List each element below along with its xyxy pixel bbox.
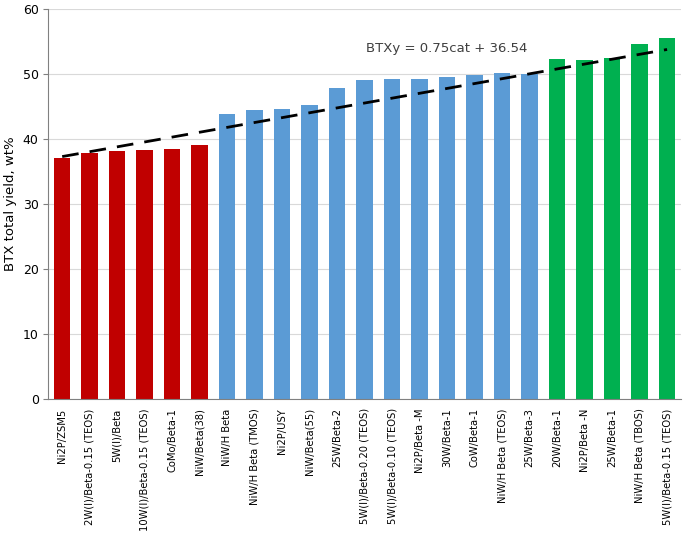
Bar bbox=[521, 74, 538, 399]
Bar bbox=[576, 60, 593, 399]
Bar bbox=[247, 110, 263, 399]
Bar bbox=[301, 105, 318, 399]
Bar bbox=[136, 150, 153, 399]
Bar bbox=[191, 146, 208, 399]
Bar bbox=[164, 149, 180, 399]
Bar bbox=[274, 109, 290, 399]
Bar bbox=[109, 151, 125, 399]
Bar bbox=[54, 158, 71, 399]
Bar bbox=[549, 59, 565, 399]
Bar bbox=[329, 88, 345, 399]
Bar bbox=[466, 75, 483, 399]
Bar bbox=[356, 80, 373, 399]
Bar bbox=[439, 78, 456, 399]
Text: BTXy = 0.75cat + 36.54: BTXy = 0.75cat + 36.54 bbox=[366, 42, 527, 55]
Y-axis label: BTX total yield, wt%: BTX total yield, wt% bbox=[4, 136, 17, 271]
Bar bbox=[604, 58, 621, 399]
Bar bbox=[632, 43, 648, 399]
Bar bbox=[412, 79, 428, 399]
Bar bbox=[82, 153, 98, 399]
Bar bbox=[494, 73, 510, 399]
Bar bbox=[384, 79, 401, 399]
Bar bbox=[659, 39, 675, 399]
Bar bbox=[219, 113, 236, 399]
